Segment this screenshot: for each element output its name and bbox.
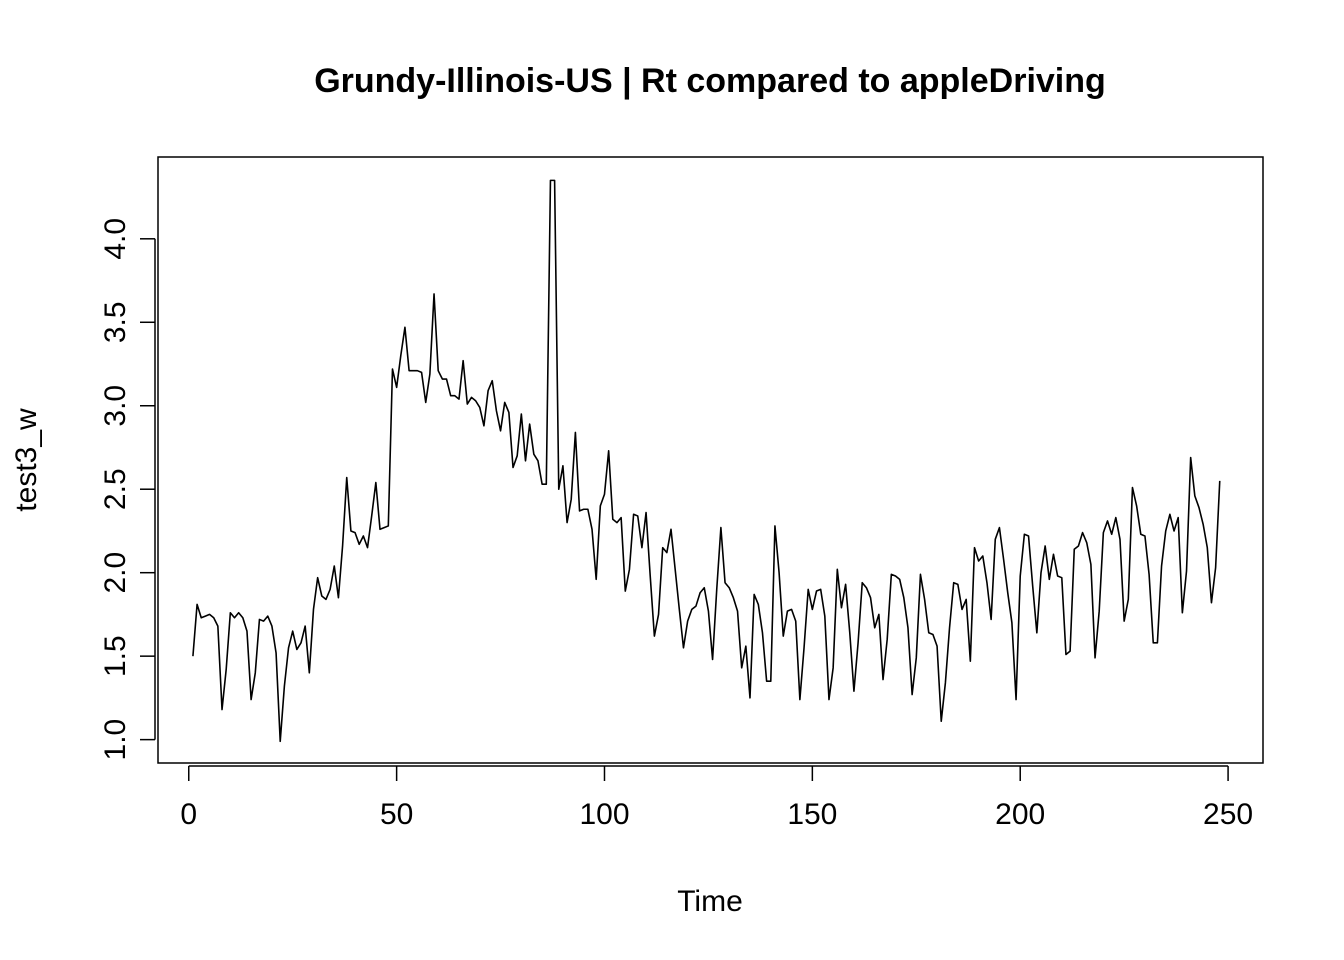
y-tick-label: 3.5 — [99, 301, 132, 343]
y-tick-label: 2.5 — [99, 468, 132, 510]
y-tick-label: 1.5 — [99, 635, 132, 677]
y-tick-label: 4.0 — [99, 218, 132, 260]
series-line-test3-w — [192, 179, 1221, 743]
x-tick-label: 250 — [1203, 798, 1253, 831]
x-tick-label: 200 — [995, 798, 1045, 831]
y-tick-label: 2.0 — [99, 552, 132, 594]
x-axis: 0 50 100 150 200 250 — [180, 765, 1253, 831]
x-tick-label: 0 — [180, 798, 197, 831]
y-axis-title: test3_w — [10, 408, 43, 512]
x-axis-title: Time — [677, 885, 743, 918]
x-tick-label: 150 — [787, 798, 837, 831]
chart-title: Grundy-Illinois-US | Rt compared to appl… — [314, 62, 1106, 100]
x-tick-label: 50 — [380, 798, 413, 831]
y-axis: 1.0 1.5 2.0 2.5 3.0 3.5 4.0 — [99, 218, 156, 761]
plot-frame — [157, 156, 1264, 764]
y-tick-label: 3.0 — [99, 385, 132, 427]
x-tick-label: 100 — [579, 798, 629, 831]
y-tick-label: 1.0 — [99, 719, 132, 761]
